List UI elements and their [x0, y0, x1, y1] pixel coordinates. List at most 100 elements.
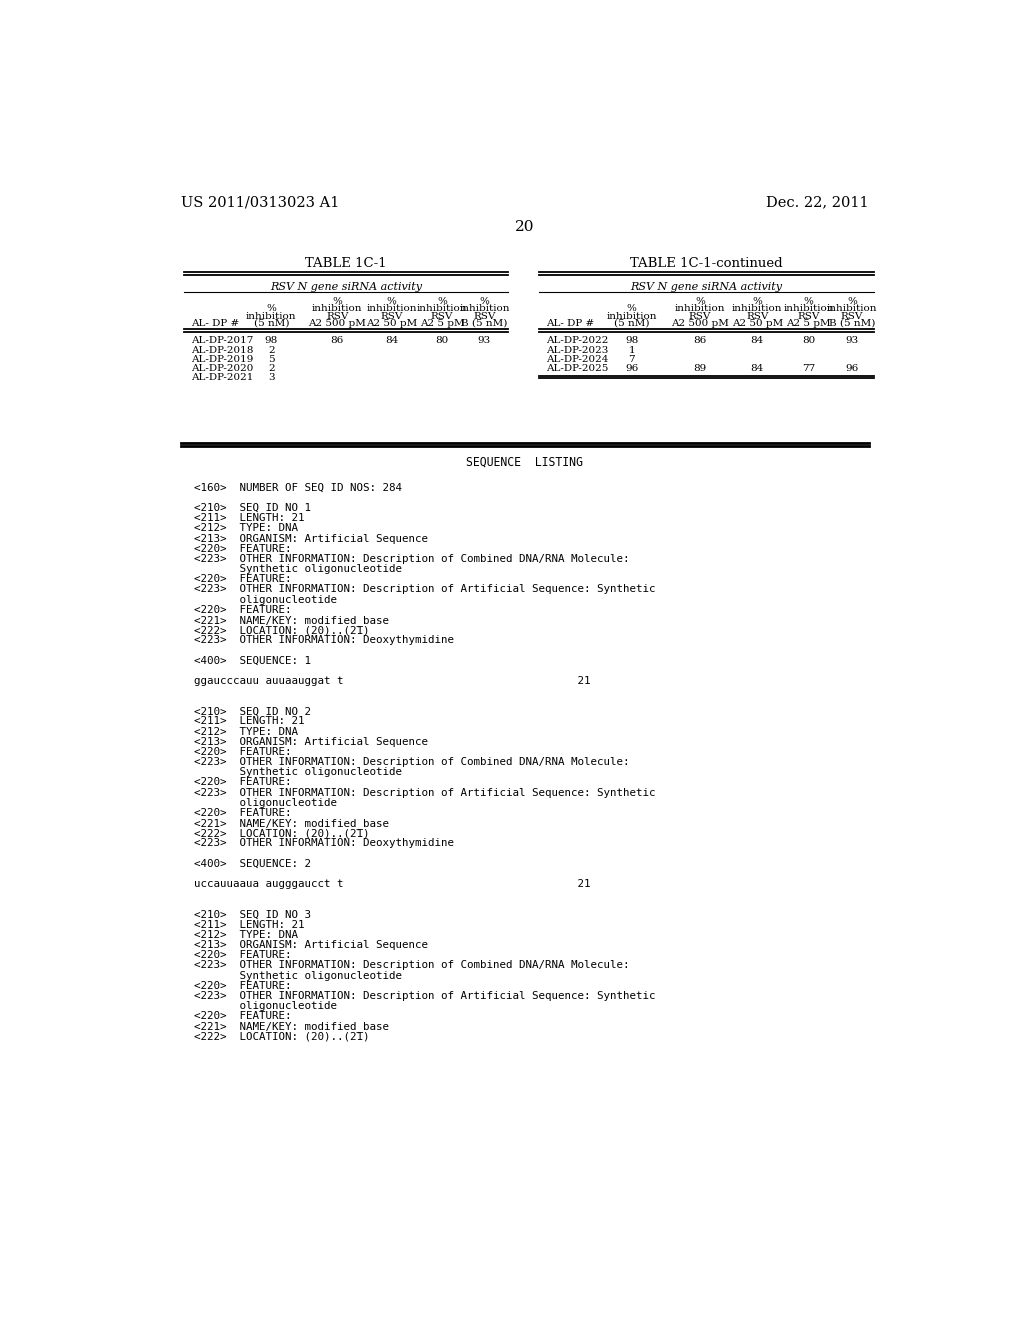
Text: AL- DP #: AL- DP #: [547, 319, 595, 327]
Text: A2 500 pM: A2 500 pM: [308, 319, 367, 327]
Text: <220>  FEATURE:: <220> FEATURE:: [194, 605, 292, 615]
Text: oligonucleotide: oligonucleotide: [194, 797, 337, 808]
Text: <212>  TYPE: DNA: <212> TYPE: DNA: [194, 524, 298, 533]
Text: inhibition: inhibition: [367, 305, 417, 313]
Text: <222>  LOCATION: (20)..(21): <222> LOCATION: (20)..(21): [194, 626, 370, 635]
Text: 86: 86: [693, 337, 707, 346]
Text: <400>  SEQUENCE: 1: <400> SEQUENCE: 1: [194, 656, 311, 665]
Text: AL-DP-2023: AL-DP-2023: [547, 346, 609, 355]
Text: <223>  OTHER INFORMATION: Description of Combined DNA/RNA Molecule:: <223> OTHER INFORMATION: Description of …: [194, 758, 630, 767]
Text: B (5 nM): B (5 nM): [462, 319, 508, 327]
Text: ggaucccauu auuaauggat t                                    21: ggaucccauu auuaauggat t 21: [194, 676, 591, 686]
Text: inhibition: inhibition: [312, 305, 362, 313]
Text: inhibition: inhibition: [675, 305, 725, 313]
Text: AL-DP-2018: AL-DP-2018: [191, 346, 254, 355]
Text: <221>  NAME/KEY: modified_base: <221> NAME/KEY: modified_base: [194, 818, 389, 829]
Text: 84: 84: [751, 337, 764, 346]
Text: %: %: [847, 297, 857, 306]
Text: A2 50 pM: A2 50 pM: [366, 319, 417, 327]
Text: <220>  FEATURE:: <220> FEATURE:: [194, 1011, 292, 1022]
Text: inhibition: inhibition: [732, 305, 782, 313]
Text: AL- DP #: AL- DP #: [191, 319, 240, 327]
Text: <220>  FEATURE:: <220> FEATURE:: [194, 747, 292, 756]
Text: oligonucleotide: oligonucleotide: [194, 1001, 337, 1011]
Text: <220>  FEATURE:: <220> FEATURE:: [194, 574, 292, 585]
Text: 1: 1: [629, 346, 635, 355]
Text: Synthetic oligonucleotide: Synthetic oligonucleotide: [194, 767, 401, 777]
Text: 7: 7: [629, 355, 635, 364]
Text: 86: 86: [331, 337, 344, 346]
Text: <220>  FEATURE:: <220> FEATURE:: [194, 544, 292, 553]
Text: <210>  SEQ ID NO 1: <210> SEQ ID NO 1: [194, 503, 311, 513]
Text: 84: 84: [751, 364, 764, 374]
Text: <213>  ORGANISM: Artificial Sequence: <213> ORGANISM: Artificial Sequence: [194, 737, 428, 747]
Text: <213>  ORGANISM: Artificial Sequence: <213> ORGANISM: Artificial Sequence: [194, 533, 428, 544]
Text: AL-DP-2019: AL-DP-2019: [191, 355, 254, 364]
Text: <212>  TYPE: DNA: <212> TYPE: DNA: [194, 727, 298, 737]
Text: 20: 20: [515, 220, 535, 234]
Text: inhibition: inhibition: [826, 305, 878, 313]
Text: RSV: RSV: [326, 312, 348, 321]
Text: 89: 89: [693, 364, 707, 374]
Text: inhibition: inhibition: [417, 305, 467, 313]
Text: inhibition: inhibition: [606, 312, 657, 321]
Text: <220>  FEATURE:: <220> FEATURE:: [194, 808, 292, 818]
Text: <211>  LENGTH: 21: <211> LENGTH: 21: [194, 513, 304, 523]
Text: US 2011/0313023 A1: US 2011/0313023 A1: [180, 195, 339, 210]
Text: %: %: [437, 297, 446, 306]
Text: 96: 96: [845, 364, 858, 374]
Text: 84: 84: [385, 337, 398, 346]
Text: RSV: RSV: [841, 312, 863, 321]
Text: uccauuaaua augggaucct t                                    21: uccauuaaua augggaucct t 21: [194, 879, 591, 890]
Text: 2: 2: [268, 364, 274, 374]
Text: 80: 80: [802, 337, 815, 346]
Text: <210>  SEQ ID NO 2: <210> SEQ ID NO 2: [194, 706, 311, 717]
Text: <223>  OTHER INFORMATION: Deoxythymidine: <223> OTHER INFORMATION: Deoxythymidine: [194, 635, 454, 645]
Text: %: %: [627, 305, 637, 313]
Text: A2 5 pM: A2 5 pM: [420, 319, 464, 327]
Text: 5: 5: [268, 355, 274, 364]
Text: A2 500 pM: A2 500 pM: [671, 319, 729, 327]
Text: %: %: [695, 297, 705, 306]
Text: (5 nM): (5 nM): [254, 319, 289, 327]
Text: <223>  OTHER INFORMATION: Description of Artificial Sequence: Synthetic: <223> OTHER INFORMATION: Description of …: [194, 788, 655, 797]
Text: <221>  NAME/KEY: modified_base: <221> NAME/KEY: modified_base: [194, 615, 389, 626]
Text: 80: 80: [435, 337, 449, 346]
Text: AL-DP-2021: AL-DP-2021: [191, 374, 254, 383]
Text: <223>  OTHER INFORMATION: Description of Artificial Sequence: Synthetic: <223> OTHER INFORMATION: Description of …: [194, 991, 655, 1001]
Text: %: %: [387, 297, 396, 306]
Text: B (5 nM): B (5 nM): [828, 319, 876, 327]
Text: (5 nM): (5 nM): [614, 319, 649, 327]
Text: <211>  LENGTH: 21: <211> LENGTH: 21: [194, 920, 304, 929]
Text: TABLE 1C-1-continued: TABLE 1C-1-continued: [630, 257, 782, 271]
Text: RSV: RSV: [380, 312, 402, 321]
Text: RSV N gene siRNA activity: RSV N gene siRNA activity: [630, 281, 782, 292]
Text: <223>  OTHER INFORMATION: Deoxythymidine: <223> OTHER INFORMATION: Deoxythymidine: [194, 838, 454, 849]
Text: Dec. 22, 2011: Dec. 22, 2011: [766, 195, 869, 210]
Text: Synthetic oligonucleotide: Synthetic oligonucleotide: [194, 970, 401, 981]
Text: 98: 98: [265, 337, 278, 346]
Text: AL-DP-2017: AL-DP-2017: [191, 337, 254, 346]
Text: <220>  FEATURE:: <220> FEATURE:: [194, 981, 292, 991]
Text: <223>  OTHER INFORMATION: Description of Combined DNA/RNA Molecule:: <223> OTHER INFORMATION: Description of …: [194, 554, 630, 564]
Text: %: %: [333, 297, 342, 306]
Text: AL-DP-2020: AL-DP-2020: [191, 364, 254, 374]
Text: AL-DP-2025: AL-DP-2025: [547, 364, 609, 374]
Text: %: %: [266, 305, 276, 313]
Text: %: %: [479, 297, 489, 306]
Text: A2 50 pM: A2 50 pM: [732, 319, 783, 327]
Text: RSV: RSV: [473, 312, 496, 321]
Text: <400>  SEQUENCE: 2: <400> SEQUENCE: 2: [194, 859, 311, 869]
Text: %: %: [804, 297, 813, 306]
Text: RSV: RSV: [746, 312, 768, 321]
Text: TABLE 1C-1: TABLE 1C-1: [305, 257, 387, 271]
Text: <220>  FEATURE:: <220> FEATURE:: [194, 950, 292, 960]
Text: <222>  LOCATION: (20)..(21): <222> LOCATION: (20)..(21): [194, 829, 370, 838]
Text: oligonucleotide: oligonucleotide: [194, 594, 337, 605]
Text: <211>  LENGTH: 21: <211> LENGTH: 21: [194, 717, 304, 726]
Text: inhibition: inhibition: [246, 312, 297, 321]
Text: <213>  ORGANISM: Artificial Sequence: <213> ORGANISM: Artificial Sequence: [194, 940, 428, 950]
Text: <221>  NAME/KEY: modified_base: <221> NAME/KEY: modified_base: [194, 1022, 389, 1032]
Text: 96: 96: [625, 364, 638, 374]
Text: inhibition: inhibition: [783, 305, 834, 313]
